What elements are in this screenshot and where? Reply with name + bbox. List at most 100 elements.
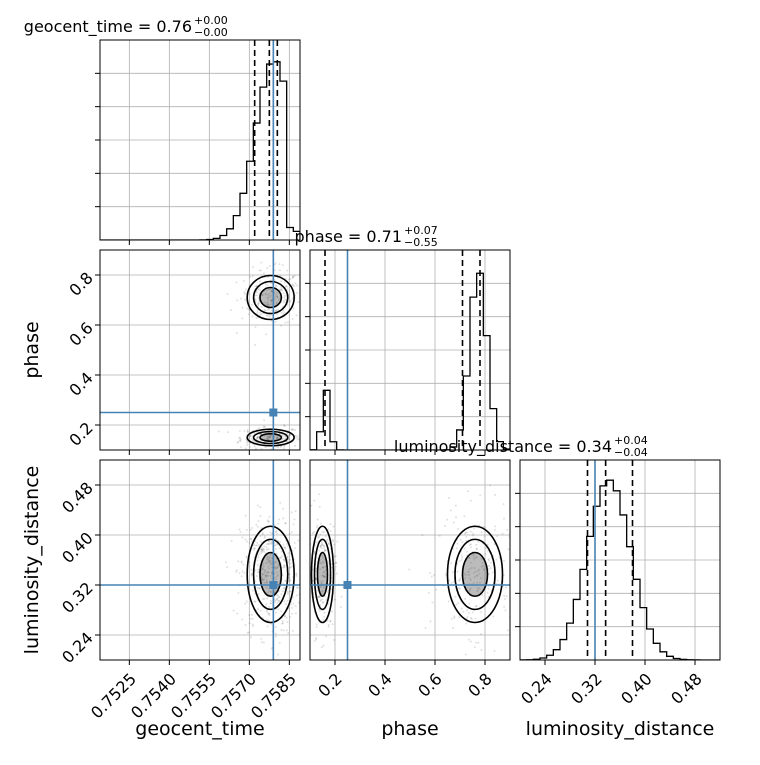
- sample-point: [266, 438, 269, 441]
- sample-point: [481, 561, 484, 564]
- sample-point: [466, 570, 469, 573]
- sample-point: [281, 289, 284, 292]
- sample-point: [226, 293, 229, 296]
- sample-point: [495, 582, 498, 585]
- sample-point: [295, 436, 298, 439]
- sample-point: [303, 609, 305, 611]
- sample-point: [291, 565, 294, 568]
- sample-point: [286, 592, 289, 595]
- sample-point: [240, 561, 243, 564]
- sample-point: [249, 446, 252, 449]
- sample-point: [245, 556, 248, 559]
- sample-point: [273, 565, 276, 568]
- sample-point: [267, 435, 270, 438]
- sample-point: [292, 307, 295, 310]
- sample-point: [319, 586, 322, 589]
- sample-point: [279, 540, 282, 543]
- sample-point: [491, 571, 494, 574]
- sample-point: [262, 563, 265, 566]
- sample-point: [268, 540, 271, 543]
- sample-point: [327, 625, 330, 628]
- sample-point: [324, 576, 327, 579]
- sample-point: [266, 435, 269, 438]
- sample-point: [323, 575, 326, 578]
- sample-point: [329, 619, 332, 622]
- sample-point: [487, 559, 490, 562]
- sample-point: [454, 595, 457, 598]
- sample-point: [257, 304, 260, 307]
- sample-point: [325, 635, 328, 638]
- sample-point: [252, 266, 255, 269]
- sample-point: [278, 596, 281, 599]
- sample-point: [246, 631, 249, 634]
- sample-point: [288, 300, 291, 303]
- sample-point: [321, 598, 324, 601]
- sample-point: [280, 550, 283, 553]
- sample-point: [310, 504, 313, 507]
- sample-point: [470, 546, 473, 549]
- sample-point: [310, 324, 312, 326]
- sample-point: [472, 582, 475, 585]
- sample-point: [327, 542, 330, 545]
- sample-point: [270, 300, 273, 303]
- sample-point: [288, 558, 291, 561]
- sample-point: [323, 547, 326, 550]
- sample-point: [472, 534, 475, 537]
- sample-point: [307, 626, 309, 628]
- sample-point: [268, 292, 271, 295]
- x-tick-label: 0.4: [364, 669, 395, 700]
- sample-point: [283, 600, 286, 603]
- sample-point: [296, 284, 299, 287]
- sample-point: [475, 548, 478, 551]
- sample-point: [286, 620, 289, 623]
- sample-point: [253, 600, 256, 603]
- x-tick-label: 0.6: [414, 669, 445, 700]
- sample-point: [266, 304, 269, 307]
- sample-point: [460, 607, 463, 610]
- sample-point: [295, 586, 298, 589]
- sample-point: [270, 647, 273, 650]
- sample-point: [257, 519, 260, 522]
- sample-point: [319, 544, 322, 547]
- sample-point: [252, 440, 255, 443]
- sample-point: [273, 591, 276, 594]
- sample-point: [283, 437, 286, 440]
- sample-point: [291, 606, 294, 609]
- sample-point: [267, 619, 270, 622]
- sample-point: [249, 617, 252, 620]
- sample-point: [260, 641, 263, 644]
- sample-point: [280, 593, 283, 596]
- sample-point: [274, 531, 277, 534]
- sample-point: [503, 598, 506, 601]
- sample-point: [279, 501, 282, 504]
- sample-point: [281, 622, 284, 625]
- sample-point: [264, 576, 267, 579]
- sample-point: [268, 315, 271, 318]
- sample-point: [248, 541, 251, 544]
- sample-point: [285, 629, 288, 632]
- sample-point: [468, 556, 471, 559]
- sample-point: [505, 595, 508, 598]
- y-tick-label: 0.48: [58, 478, 97, 517]
- sample-point: [276, 296, 279, 299]
- sample-point: [269, 434, 272, 437]
- sample-point: [331, 538, 334, 541]
- sample-point: [268, 435, 271, 438]
- sample-point: [227, 431, 230, 434]
- sample-point: [282, 292, 285, 295]
- sample-point: [256, 504, 259, 507]
- sample-point: [329, 530, 332, 533]
- sample-point: [267, 589, 270, 592]
- sample-point: [262, 565, 265, 568]
- sample-point: [244, 514, 247, 517]
- sample-point: [302, 549, 304, 551]
- sample-point: [258, 587, 261, 590]
- sample-point: [264, 574, 267, 577]
- sample-point: [248, 437, 251, 440]
- sample-point: [322, 566, 325, 569]
- density-contour: [259, 551, 283, 598]
- sample-point: [257, 287, 260, 290]
- sample-point: [226, 566, 229, 569]
- sample-point: [241, 317, 244, 320]
- histogram-luminosity_distance: [520, 479, 720, 660]
